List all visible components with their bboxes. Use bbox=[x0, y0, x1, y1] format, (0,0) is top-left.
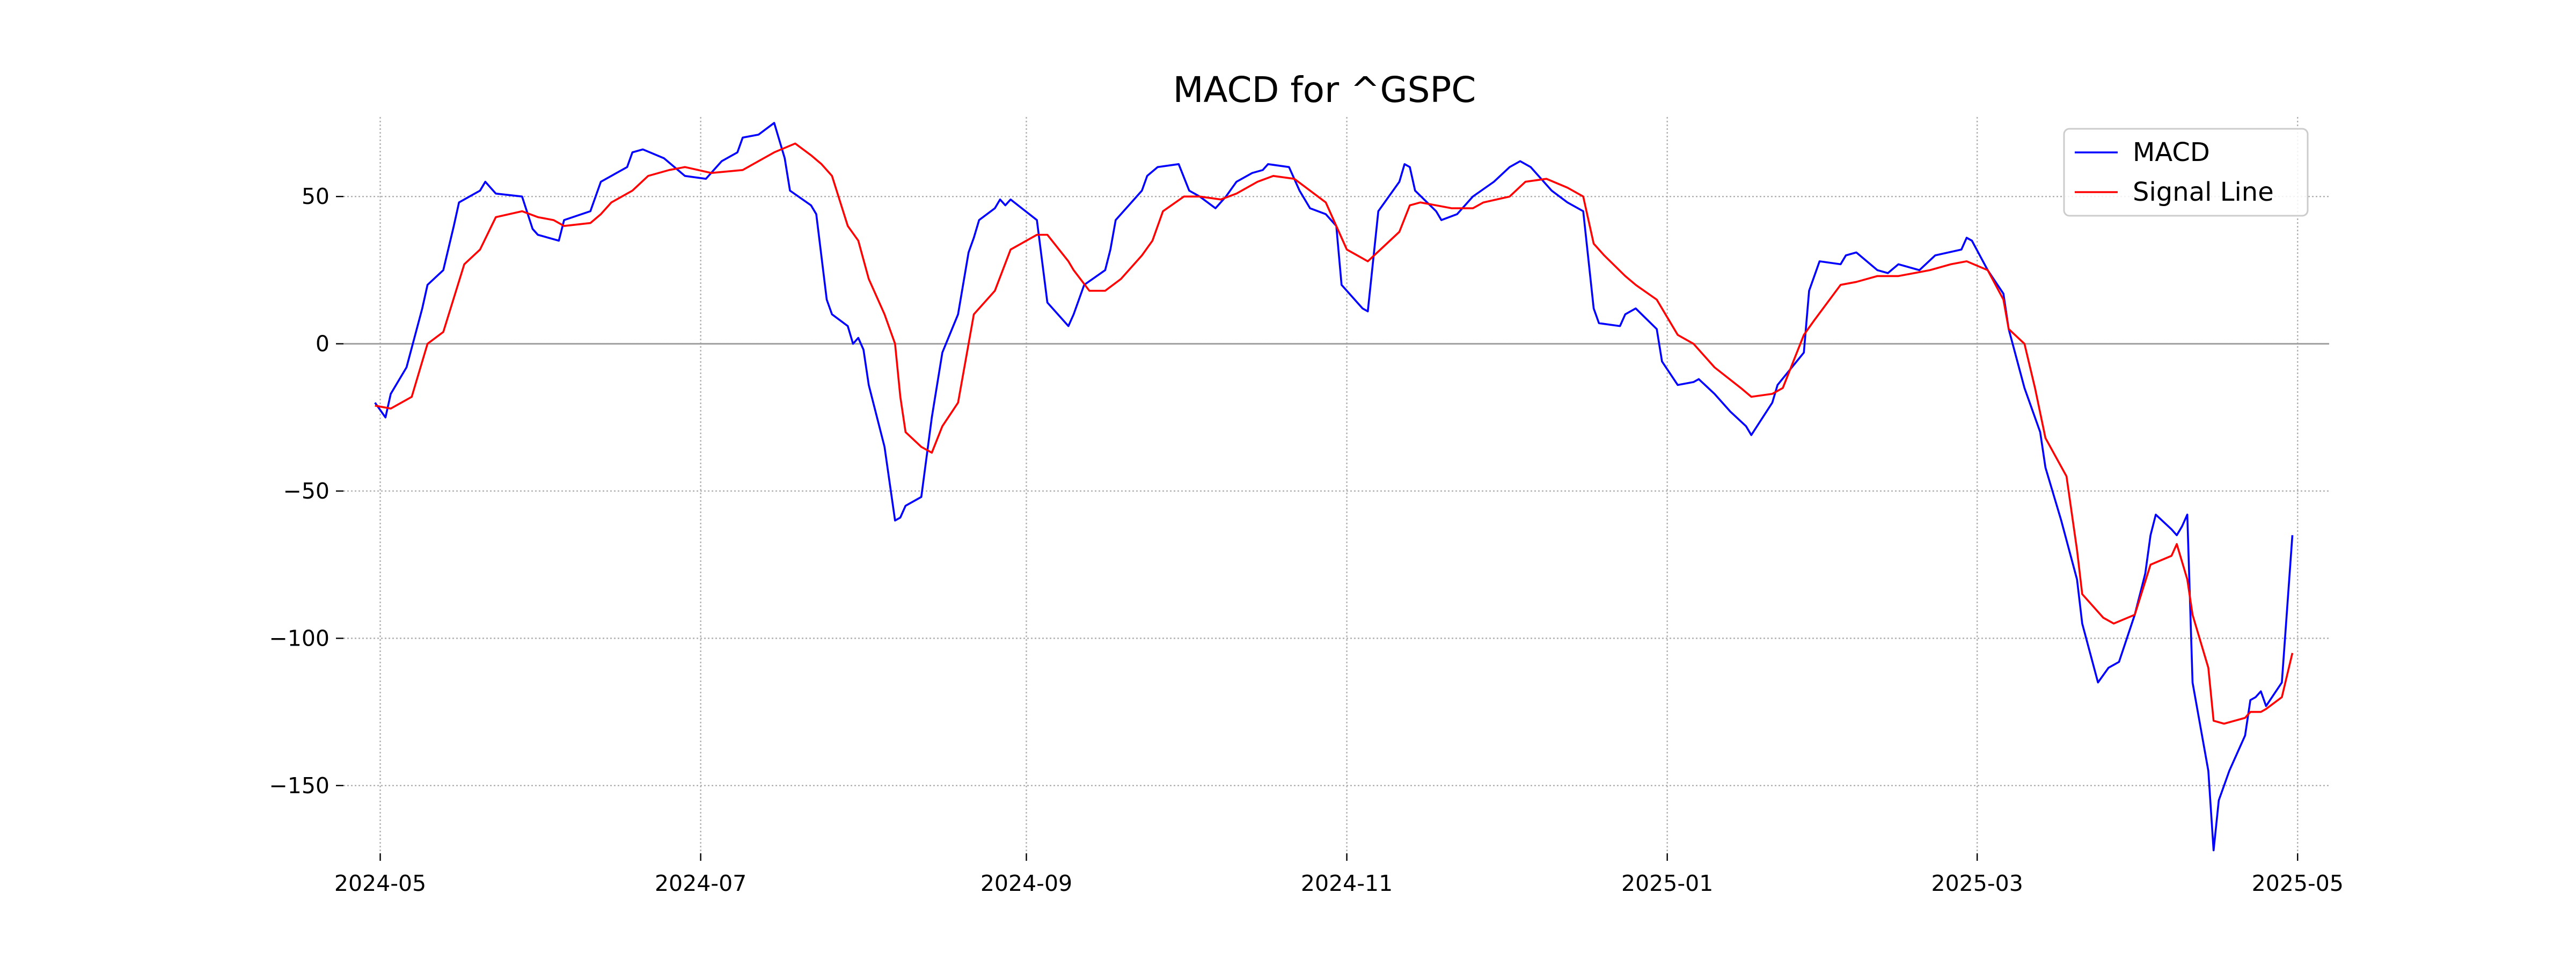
y-tick-labels: 50 0 −50 −100 −150 bbox=[269, 184, 343, 799]
chart-title: MACD for ^GSPC bbox=[1173, 69, 1476, 111]
series-layer bbox=[374, 122, 2294, 852]
legend-label: MACD bbox=[2133, 137, 2210, 167]
x-tick-label: 2024-05 bbox=[334, 870, 426, 896]
y-tick-label: 0 bbox=[316, 331, 330, 357]
x-tick-label: 2024-11 bbox=[1301, 870, 1393, 896]
x-tick-label: 2025-03 bbox=[1931, 870, 2023, 896]
y-tick-label: −100 bbox=[269, 625, 330, 651]
x-tick-labels: 2024-05 2024-07 2024-09 2024-11 2025-01 2025-… bbox=[334, 853, 2344, 896]
y-tick-label: −50 bbox=[283, 478, 330, 504]
series-signal-line bbox=[375, 142, 2294, 725]
x-tick-label: 2024-07 bbox=[655, 870, 747, 896]
x-tick-label: 2025-05 bbox=[2252, 870, 2344, 896]
legend: MACD Signal Line bbox=[2063, 128, 2309, 217]
x-tick-label: 2024-09 bbox=[980, 870, 1072, 896]
x-tick-label: 2025-01 bbox=[1621, 870, 1713, 896]
legend-box bbox=[2063, 128, 2309, 217]
series-macd bbox=[374, 122, 2294, 852]
y-tick-label: 50 bbox=[302, 184, 330, 209]
series-line bbox=[374, 122, 2294, 852]
series-line bbox=[375, 142, 2294, 725]
y-tick-label: −150 bbox=[269, 773, 330, 799]
legend-label: Signal Line bbox=[2133, 177, 2274, 207]
